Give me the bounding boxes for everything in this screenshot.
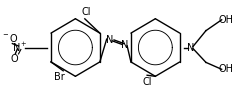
Text: OH: OH [218,15,233,25]
Text: $^-$O: $^-$O [1,32,19,44]
Text: N: N [106,35,113,45]
Text: N: N [121,40,128,50]
Text: O: O [11,54,18,64]
Text: Br: Br [54,72,64,82]
Text: Cl: Cl [81,7,91,17]
Text: N$^+$: N$^+$ [12,41,27,54]
Text: OH: OH [218,64,233,74]
Text: N: N [187,42,194,53]
Text: Cl: Cl [142,77,152,87]
